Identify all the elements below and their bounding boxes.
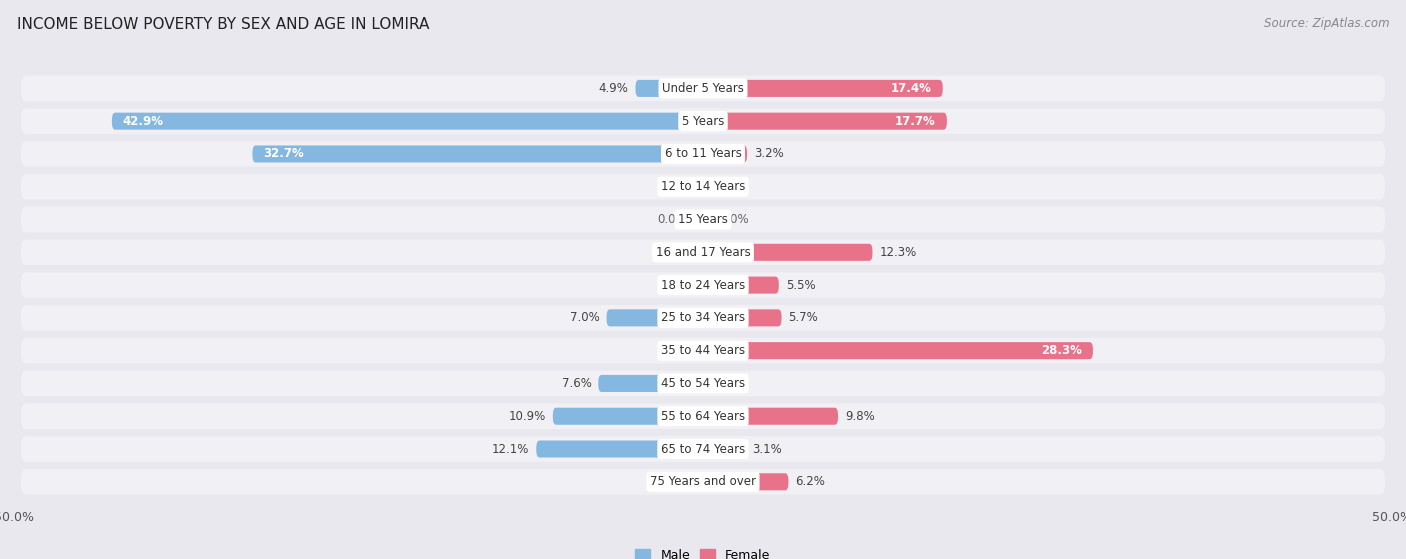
FancyBboxPatch shape	[703, 145, 747, 163]
FancyBboxPatch shape	[21, 207, 1385, 233]
Text: 0.0%: 0.0%	[720, 377, 749, 390]
Text: 55 to 64 Years: 55 to 64 Years	[661, 410, 745, 423]
FancyBboxPatch shape	[599, 375, 703, 392]
FancyBboxPatch shape	[606, 309, 703, 326]
FancyBboxPatch shape	[636, 80, 703, 97]
Text: 6.2%: 6.2%	[796, 475, 825, 489]
Text: 0.0%: 0.0%	[657, 475, 686, 489]
FancyBboxPatch shape	[703, 244, 873, 261]
FancyBboxPatch shape	[21, 436, 1385, 462]
Text: 45 to 54 Years: 45 to 54 Years	[661, 377, 745, 390]
Text: 0.0%: 0.0%	[657, 344, 686, 357]
FancyBboxPatch shape	[703, 277, 779, 293]
Text: 0.0%: 0.0%	[657, 246, 686, 259]
Text: 42.9%: 42.9%	[122, 115, 165, 127]
Text: 5 Years: 5 Years	[682, 115, 724, 127]
Text: 5.7%: 5.7%	[789, 311, 818, 324]
Text: 10.9%: 10.9%	[509, 410, 546, 423]
Text: 0.0%: 0.0%	[657, 180, 686, 193]
Text: 4.9%: 4.9%	[599, 82, 628, 95]
FancyBboxPatch shape	[253, 145, 703, 163]
Text: 7.6%: 7.6%	[561, 377, 592, 390]
Text: 17.4%: 17.4%	[891, 82, 932, 95]
Text: 9.8%: 9.8%	[845, 410, 875, 423]
FancyBboxPatch shape	[21, 469, 1385, 495]
FancyBboxPatch shape	[703, 342, 1092, 359]
Text: 5.5%: 5.5%	[786, 278, 815, 292]
FancyBboxPatch shape	[21, 371, 1385, 396]
FancyBboxPatch shape	[21, 272, 1385, 298]
Text: 18 to 24 Years: 18 to 24 Years	[661, 278, 745, 292]
Text: 16 and 17 Years: 16 and 17 Years	[655, 246, 751, 259]
Text: 28.3%: 28.3%	[1040, 344, 1083, 357]
Text: 0.0%: 0.0%	[720, 213, 749, 226]
Text: 15 Years: 15 Years	[678, 213, 728, 226]
Text: 12 to 14 Years: 12 to 14 Years	[661, 180, 745, 193]
Text: 17.7%: 17.7%	[896, 115, 936, 127]
FancyBboxPatch shape	[112, 113, 703, 130]
FancyBboxPatch shape	[703, 408, 838, 425]
FancyBboxPatch shape	[703, 113, 946, 130]
FancyBboxPatch shape	[21, 404, 1385, 429]
Text: 7.0%: 7.0%	[569, 311, 599, 324]
Text: INCOME BELOW POVERTY BY SEX AND AGE IN LOMIRA: INCOME BELOW POVERTY BY SEX AND AGE IN L…	[17, 17, 429, 32]
Text: 3.1%: 3.1%	[752, 443, 782, 456]
FancyBboxPatch shape	[536, 440, 703, 457]
FancyBboxPatch shape	[21, 141, 1385, 167]
FancyBboxPatch shape	[21, 108, 1385, 134]
Text: 25 to 34 Years: 25 to 34 Years	[661, 311, 745, 324]
Text: 3.2%: 3.2%	[754, 148, 783, 160]
Text: 0.0%: 0.0%	[657, 278, 686, 292]
FancyBboxPatch shape	[21, 338, 1385, 363]
Text: 75 Years and over: 75 Years and over	[650, 475, 756, 489]
Text: 6 to 11 Years: 6 to 11 Years	[665, 148, 741, 160]
Text: 0.0%: 0.0%	[657, 213, 686, 226]
FancyBboxPatch shape	[703, 80, 943, 97]
Text: 32.7%: 32.7%	[263, 148, 304, 160]
Text: 35 to 44 Years: 35 to 44 Years	[661, 344, 745, 357]
FancyBboxPatch shape	[703, 473, 789, 490]
Text: 12.1%: 12.1%	[492, 443, 530, 456]
FancyBboxPatch shape	[21, 239, 1385, 265]
Text: 0.0%: 0.0%	[720, 180, 749, 193]
Text: Source: ZipAtlas.com: Source: ZipAtlas.com	[1264, 17, 1389, 30]
Legend: Male, Female: Male, Female	[630, 543, 776, 559]
Text: 12.3%: 12.3%	[879, 246, 917, 259]
FancyBboxPatch shape	[703, 440, 745, 457]
Text: 65 to 74 Years: 65 to 74 Years	[661, 443, 745, 456]
FancyBboxPatch shape	[703, 309, 782, 326]
FancyBboxPatch shape	[553, 408, 703, 425]
Text: Under 5 Years: Under 5 Years	[662, 82, 744, 95]
FancyBboxPatch shape	[21, 75, 1385, 101]
FancyBboxPatch shape	[21, 174, 1385, 200]
FancyBboxPatch shape	[21, 305, 1385, 331]
